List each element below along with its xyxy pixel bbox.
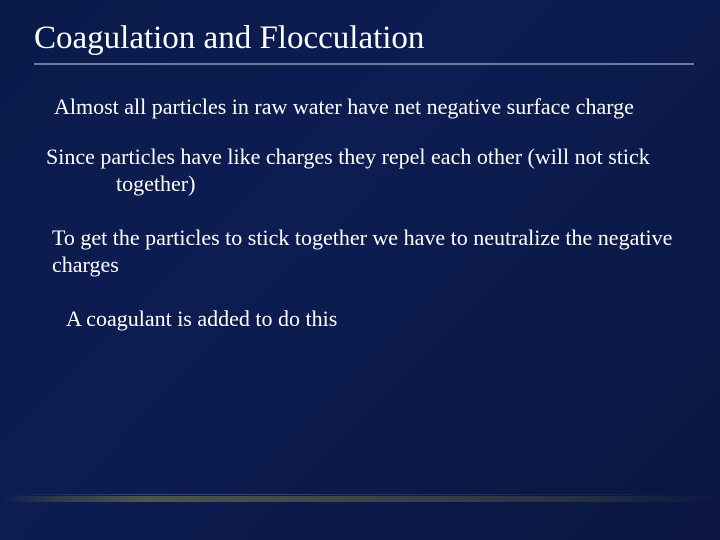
paragraph-4: A coagulant is added to do this — [66, 305, 690, 333]
title-underline — [34, 63, 694, 65]
decorative-bottom-bar — [0, 496, 720, 502]
paragraph-2: Since particles have like charges they r… — [46, 143, 686, 198]
paragraph-1: Almost all particles in raw water have n… — [54, 93, 690, 121]
slide-container: Coagulation and Flocculation Almost all … — [0, 0, 720, 540]
paragraph-3: To get the particles to stick together w… — [52, 224, 692, 279]
slide-title: Coagulation and Flocculation — [34, 20, 690, 57]
